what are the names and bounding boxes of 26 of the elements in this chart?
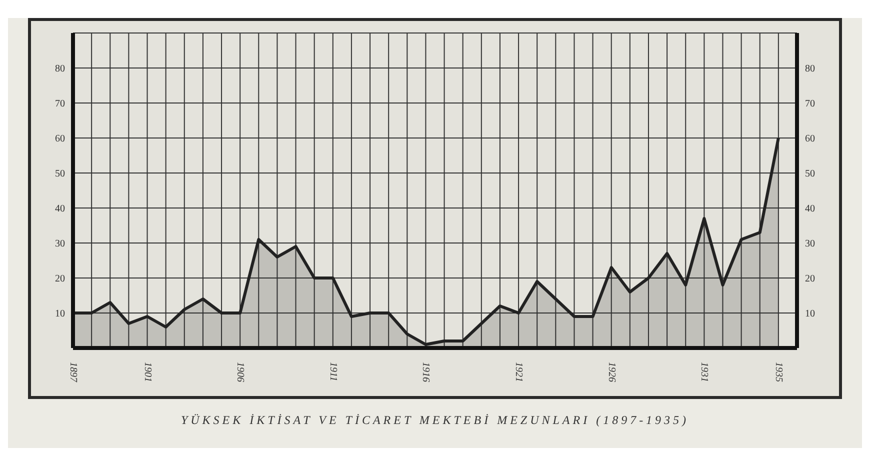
x-tick-label: 1897 xyxy=(68,362,78,383)
y2-tick-label: 60 xyxy=(805,134,815,145)
y2-tick-label: 80 xyxy=(805,64,815,75)
y-tick-label: 10 xyxy=(55,308,65,320)
y-tick-label: 70 xyxy=(55,98,65,110)
y-tick-label: 20 xyxy=(55,274,65,285)
x-tick-label: 1921 xyxy=(513,362,524,382)
y-tick-label: 30 xyxy=(55,238,65,250)
y2-tick-label: 10 xyxy=(805,308,815,320)
y2-tick-label: 50 xyxy=(805,168,815,180)
y2-tick-label: 20 xyxy=(805,274,815,285)
x-tick-label: 1906 xyxy=(234,362,246,382)
y-tick-label: 80 xyxy=(55,64,65,75)
y-tick-label: 40 xyxy=(55,204,65,215)
x-tick-label: 1931 xyxy=(698,362,710,382)
text: YÜKSEK İKTİSAT VE TİCARET MEKTEBİ MEZUNLARI (1897-1935) xyxy=(180,412,690,429)
y-tick-label: 50 xyxy=(55,168,65,180)
x-tick-label: 1916 xyxy=(420,362,432,382)
y-tick-label: 60 xyxy=(55,134,65,145)
y2-tick-label: 70 xyxy=(805,98,815,110)
x-tick-label: 1911 xyxy=(327,362,338,382)
x-tick-label: 1926 xyxy=(606,362,617,382)
y2-tick-label: 40 xyxy=(805,204,815,215)
y2-tick-label: 30 xyxy=(805,238,815,250)
x-tick-label: 1901 xyxy=(142,362,153,382)
x-tick-label: 1935 xyxy=(772,362,784,382)
